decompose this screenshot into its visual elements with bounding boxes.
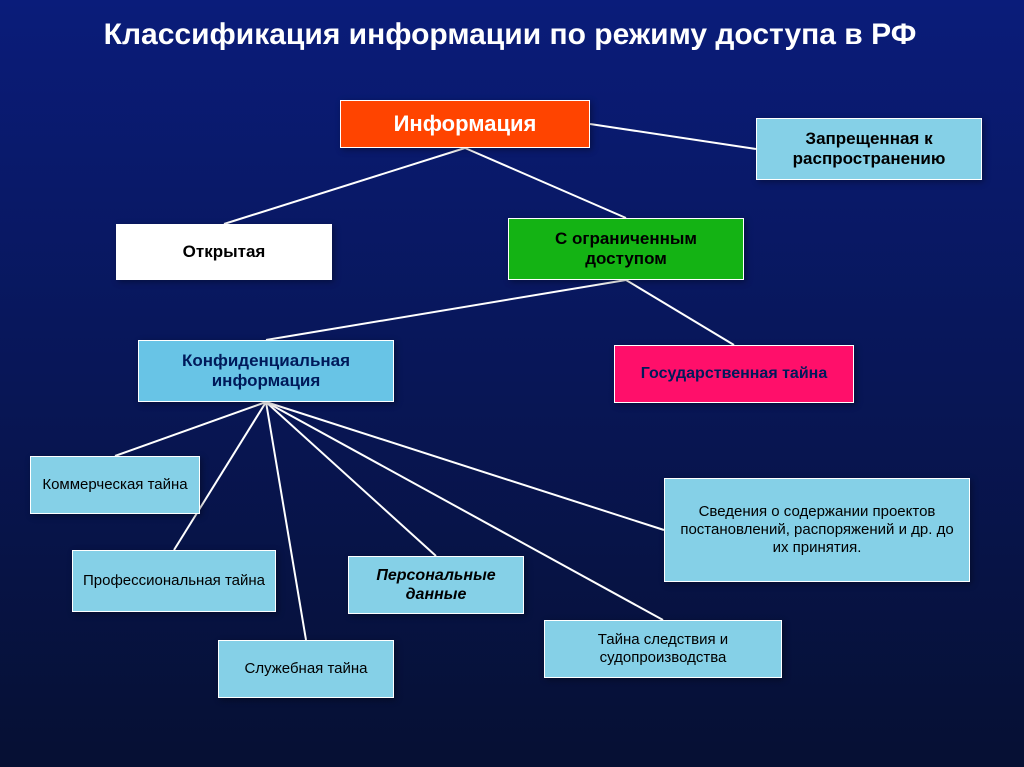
edge-confidential-projects <box>266 402 664 530</box>
edge-info-open <box>224 148 465 224</box>
node-forbidden: Запрещенная к распространению <box>756 118 982 180</box>
node-service: Служебная тайна <box>218 640 394 698</box>
node-label: Служебная тайна <box>244 660 367 678</box>
edge-info-restricted <box>465 148 626 218</box>
node-open: Открытая <box>116 224 332 280</box>
node-label: С ограниченным доступом <box>515 229 737 270</box>
node-label: Тайна следствия и судопроизводства <box>551 631 775 667</box>
diagram-title: Классификация информации по режиму досту… <box>80 18 940 53</box>
edge-confidential-commercial <box>115 402 266 456</box>
node-professional: Профессиональная тайна <box>72 550 276 612</box>
edge-info-forbidden <box>590 124 756 149</box>
node-label: Открытая <box>183 242 266 262</box>
node-label: Информация <box>394 111 537 137</box>
node-label: Профессиональная тайна <box>83 572 265 590</box>
node-label: Конфиденциальная информация <box>145 351 387 392</box>
node-restricted: С ограниченным доступом <box>508 218 744 280</box>
node-state: Государственная тайна <box>614 345 854 403</box>
node-label: Запрещенная к распространению <box>763 129 975 170</box>
node-info: Информация <box>340 100 590 148</box>
node-label: Сведения о содержании проектов постановл… <box>671 503 963 557</box>
node-commercial: Коммерческая тайна <box>30 456 200 514</box>
edge-restricted-confidential <box>266 280 626 340</box>
edge-restricted-state <box>626 280 734 345</box>
diagram-canvas: Классификация информации по режиму досту… <box>0 0 1024 767</box>
node-label: Персональные данные <box>355 566 517 604</box>
node-label: Государственная тайна <box>641 364 827 383</box>
node-label: Коммерческая тайна <box>42 476 187 494</box>
node-investigation: Тайна следствия и судопроизводства <box>544 620 782 678</box>
edge-confidential-personal <box>266 402 436 556</box>
node-personal: Персональные данные <box>348 556 524 614</box>
node-confidential: Конфиденциальная информация <box>138 340 394 402</box>
node-projects: Сведения о содержании проектов постановл… <box>664 478 970 582</box>
